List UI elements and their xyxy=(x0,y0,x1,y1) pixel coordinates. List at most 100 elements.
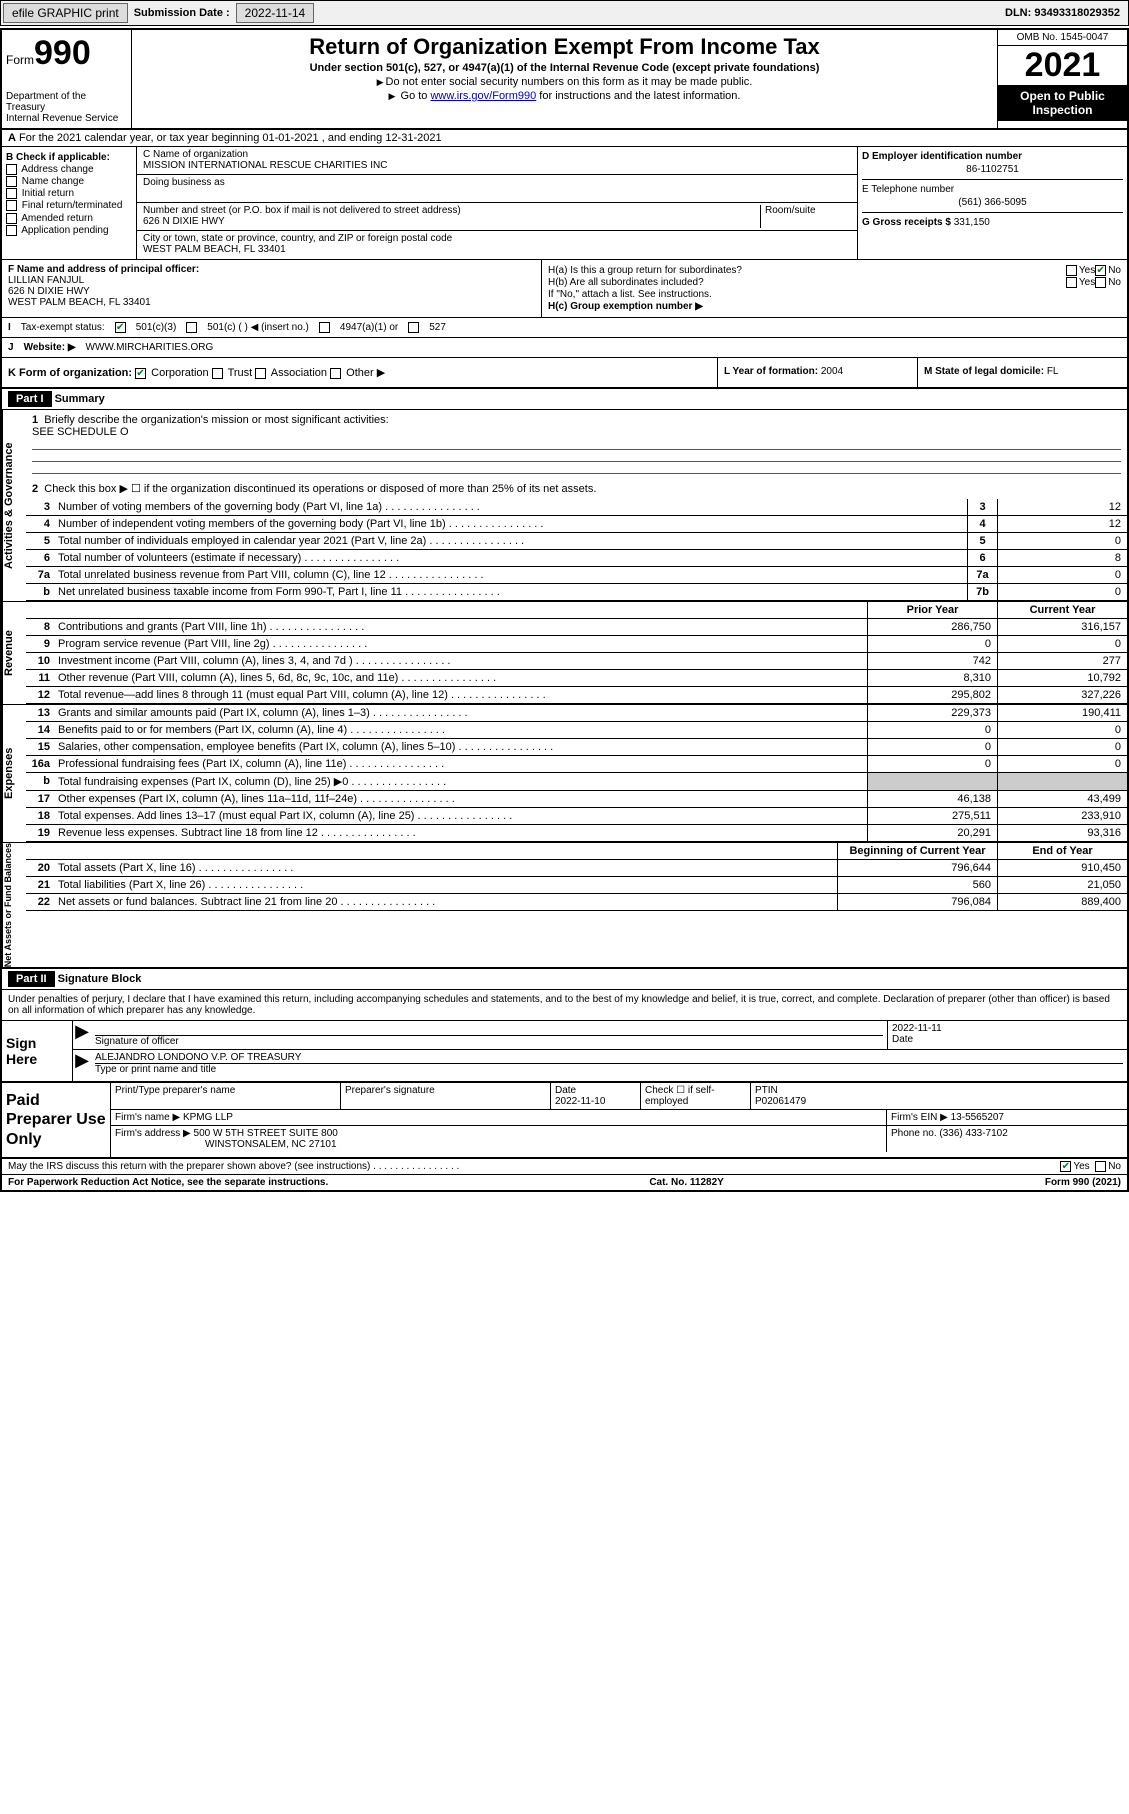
signature-date: 2022-11-11 Date xyxy=(887,1021,1127,1049)
h-c-exemption: H(c) Group exemption number ▶ xyxy=(548,301,1121,312)
summary-line-7b: bNet unrelated business taxable income f… xyxy=(26,584,1127,601)
top-toolbar: efile GRAPHIC print Submission Date : 20… xyxy=(0,0,1129,26)
tab-governance: Activities & Governance xyxy=(2,410,26,601)
summary-line-3: 3Number of voting members of the governi… xyxy=(26,499,1127,516)
summary-line-b: bTotal fundraising expenses (Part IX, co… xyxy=(26,773,1127,791)
form-ssn-notice: Do not enter social security numbers on … xyxy=(140,76,989,88)
sign-here-label: Sign Here xyxy=(2,1021,72,1081)
department-label: Department of the Treasury Internal Reve… xyxy=(6,91,127,124)
summary-line-4: 4Number of independent voting members of… xyxy=(26,516,1127,533)
final-return-checkbox[interactable] xyxy=(6,200,17,211)
form-title: Return of Organization Exempt From Incom… xyxy=(140,34,989,60)
self-employed-check: Check ☐ if self-employed xyxy=(641,1083,751,1109)
mission-question: 1 Briefly describe the organization's mi… xyxy=(26,410,1127,478)
tax-year: 2021 xyxy=(998,46,1127,85)
summary-line-17: 17Other expenses (Part IX, column (A), l… xyxy=(26,791,1127,808)
part-ii-header: Part II Signature Block xyxy=(2,969,1127,990)
irs-link[interactable]: www.irs.gov/Form990 xyxy=(430,90,536,102)
org-name-cell: C Name of organization MISSION INTERNATI… xyxy=(137,147,857,175)
tab-expenses: Expenses xyxy=(2,705,26,842)
dln: DLN: 93493318029352 xyxy=(1005,7,1128,19)
summary-line-16a: 16aProfessional fundraising fees (Part I… xyxy=(26,756,1127,773)
summary-line-20: 20Total assets (Part X, line 16)796,6449… xyxy=(26,860,1127,877)
row-m-state: M State of legal domicile: FL xyxy=(917,358,1127,387)
officer-signature-field[interactable]: Signature of officer xyxy=(91,1021,887,1049)
amended-return-checkbox[interactable] xyxy=(6,213,17,224)
summary-line-8: 8Contributions and grants (Part VIII, li… xyxy=(26,619,1127,636)
q2-discontinued: 2 Check this box ▶ ☐ if the organization… xyxy=(26,478,1127,499)
principal-officer-cell: F Name and address of principal officer:… xyxy=(2,260,542,317)
association-checkbox[interactable] xyxy=(255,368,266,379)
h-a-group-return: H(a) Is this a group return for subordin… xyxy=(548,265,1121,276)
summary-line-5: 5Total number of individuals employed in… xyxy=(26,533,1127,550)
firm-name-cell: Firm's name ▶ KPMG LLP xyxy=(111,1110,887,1125)
trust-checkbox[interactable] xyxy=(212,368,223,379)
firm-ein-cell: Firm's EIN ▶ 13-5565207 xyxy=(887,1110,1127,1125)
signature-arrow-icon: ▶ xyxy=(73,1021,91,1049)
firm-address-cell: Firm's address ▶ 500 W 5TH STREET SUITE … xyxy=(111,1126,887,1152)
527-checkbox[interactable] xyxy=(408,322,419,333)
form-identifier: Form990 Department of the Treasury Inter… xyxy=(2,30,132,128)
name-arrow-icon: ▶ xyxy=(73,1050,91,1077)
submission-date-label: Submission Date : xyxy=(130,7,234,19)
ha-no-checkbox[interactable] xyxy=(1095,265,1106,276)
other-checkbox[interactable] xyxy=(330,368,341,379)
summary-line-19: 19Revenue less expenses. Subtract line 1… xyxy=(26,825,1127,842)
summary-line-13: 13Grants and similar amounts paid (Part … xyxy=(26,705,1127,722)
discuss-yes-checkbox[interactable] xyxy=(1060,1161,1071,1172)
preparer-sig-header: Preparer's signature xyxy=(341,1083,551,1109)
summary-line-11: 11Other revenue (Part VIII, column (A), … xyxy=(26,670,1127,687)
ptin-cell: PTINP02061479 xyxy=(751,1083,1127,1109)
section-b-checkboxes: B Check if applicable: Address change Na… xyxy=(2,147,137,259)
ha-yes-checkbox[interactable] xyxy=(1066,265,1077,276)
4947-checkbox[interactable] xyxy=(319,322,330,333)
hb-no-checkbox[interactable] xyxy=(1095,277,1106,288)
tab-revenue: Revenue xyxy=(2,602,26,704)
discuss-with-preparer-row: May the IRS discuss this return with the… xyxy=(2,1159,1127,1174)
efile-print-button[interactable]: efile GRAPHIC print xyxy=(3,3,128,23)
form-instructions-link-row: Go to www.irs.gov/Form990 for instructio… xyxy=(140,90,989,102)
tab-net-assets: Net Assets or Fund Balances xyxy=(2,843,26,967)
initial-return-checkbox[interactable] xyxy=(6,188,17,199)
row-j-website: J Website: ▶ WWW.MIRCHARITIES.ORG xyxy=(2,338,1127,358)
dba-cell: Doing business as xyxy=(137,175,857,203)
h-b-subordinates: H(b) Are all subordinates included? Yes … xyxy=(548,277,1121,288)
city-cell: City or town, state or province, country… xyxy=(137,231,857,259)
hb-yes-checkbox[interactable] xyxy=(1066,277,1077,288)
form-footer-id: Form 990 (2021) xyxy=(1045,1177,1121,1188)
summary-line-15: 15Salaries, other compensation, employee… xyxy=(26,739,1127,756)
form-subtitle-section: Under section 501(c), 527, or 4947(a)(1)… xyxy=(140,62,989,74)
col-end-year: End of Year xyxy=(997,843,1127,859)
summary-line-12: 12Total revenue—add lines 8 through 11 (… xyxy=(26,687,1127,704)
row-i-tax-status: I Tax-exempt status: 501(c)(3) 501(c) ( … xyxy=(2,318,1127,338)
col-prior-year: Prior Year xyxy=(867,602,997,618)
col-current-year: Current Year xyxy=(997,602,1127,618)
row-k-form-org: K Form of organization: Corporation Trus… xyxy=(2,358,717,387)
501c3-checkbox[interactable] xyxy=(115,322,126,333)
name-change-checkbox[interactable] xyxy=(6,176,17,187)
col-beginning-year: Beginning of Current Year xyxy=(837,843,997,859)
summary-line-7a: 7aTotal unrelated business revenue from … xyxy=(26,567,1127,584)
ein-cell: D Employer identification number 86-1102… xyxy=(862,151,1123,180)
application-pending-checkbox[interactable] xyxy=(6,225,17,236)
corporation-checkbox[interactable] xyxy=(135,368,146,379)
501c-checkbox[interactable] xyxy=(186,322,197,333)
summary-line-21: 21Total liabilities (Part X, line 26)560… xyxy=(26,877,1127,894)
address-change-checkbox[interactable] xyxy=(6,164,17,175)
preparer-name-header: Print/Type preparer's name xyxy=(111,1083,341,1109)
street-cell: Number and street (or P.O. box if mail i… xyxy=(137,203,857,231)
catalog-number: Cat. No. 11282Y xyxy=(328,1177,1045,1188)
omb-number: OMB No. 1545-0047 xyxy=(998,30,1127,46)
submission-date-value: 2022-11-14 xyxy=(236,3,315,23)
gross-receipts-cell: G Gross receipts $ 331,150 xyxy=(862,217,1123,228)
perjury-statement: Under penalties of perjury, I declare th… xyxy=(2,990,1127,1021)
discuss-no-checkbox[interactable] xyxy=(1095,1161,1106,1172)
preparer-date: Date2022-11-10 xyxy=(551,1083,641,1109)
phone-cell: E Telephone number (561) 366-5095 xyxy=(862,184,1123,213)
form-990-document: Form990 Department of the Treasury Inter… xyxy=(0,28,1129,1192)
row-a-tax-year: A For the 2021 calendar year, or tax yea… xyxy=(2,130,1127,147)
firm-phone-cell: Phone no. (336) 433-7102 xyxy=(887,1126,1127,1152)
summary-line-18: 18Total expenses. Add lines 13–17 (must … xyxy=(26,808,1127,825)
paperwork-notice: For Paperwork Reduction Act Notice, see … xyxy=(8,1177,328,1188)
officer-name-field: ALEJANDRO LONDONO V.P. OF TREASURY Type … xyxy=(91,1050,1127,1077)
